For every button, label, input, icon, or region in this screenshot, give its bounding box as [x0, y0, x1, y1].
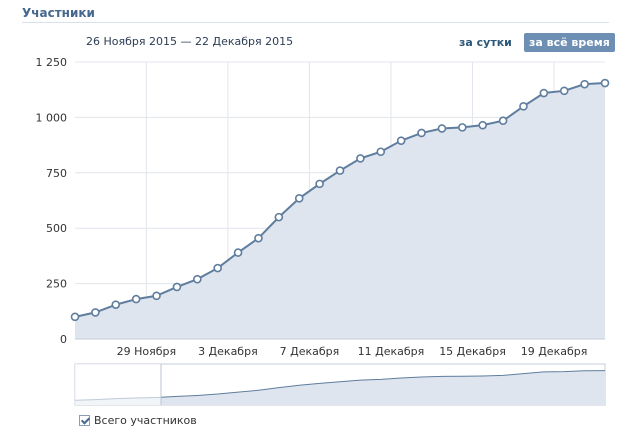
data-point[interactable]: [580, 79, 589, 89]
data-point[interactable]: [70, 312, 80, 322]
navigator-area: [75, 370, 605, 404]
data-point[interactable]: [498, 116, 508, 126]
x-tick-label: 29 Ноября: [117, 345, 177, 358]
data-point[interactable]: [274, 212, 284, 222]
y-tick-label: 0: [60, 333, 67, 346]
x-tick-label: 15 Декабря: [439, 345, 506, 358]
data-point[interactable]: [254, 233, 263, 243]
series-area: [75, 83, 605, 339]
x-tick-label: 3 Декабря: [198, 345, 258, 358]
data-point[interactable]: [458, 123, 467, 132]
date-range: 26 Ноября 2015 — 22 Декабря 2015: [86, 35, 294, 48]
data-point[interactable]: [91, 308, 100, 317]
y-tick-label: 750: [46, 167, 67, 180]
data-point[interactable]: [193, 274, 202, 284]
title-divider: [22, 22, 609, 23]
y-tick-label: 250: [46, 278, 67, 291]
legend[interactable]: Всего участников: [79, 414, 197, 427]
data-point[interactable]: [335, 166, 345, 175]
x-tick-label: 19 Декабря: [521, 345, 588, 358]
period-day-button[interactable]: за сутки: [459, 36, 512, 49]
data-point[interactable]: [437, 124, 447, 133]
data-point[interactable]: [356, 154, 365, 163]
data-point[interactable]: [152, 291, 161, 301]
data-point[interactable]: [172, 282, 182, 292]
page-title: Участники: [22, 6, 95, 20]
data-point[interactable]: [294, 193, 304, 203]
data-point[interactable]: [600, 78, 610, 88]
data-point[interactable]: [111, 300, 121, 309]
data-point[interactable]: [213, 263, 222, 273]
data-point[interactable]: [315, 179, 324, 189]
data-point[interactable]: [559, 86, 569, 96]
legend-checkbox[interactable]: [79, 415, 90, 426]
data-point[interactable]: [539, 88, 549, 98]
y-tick-label: 1 000: [36, 111, 68, 124]
period-all-time-button[interactable]: за всё время: [524, 33, 615, 52]
data-point[interactable]: [478, 120, 487, 130]
y-tick-label: 500: [46, 222, 67, 235]
x-tick-label: 7 Декабря: [280, 345, 340, 358]
legend-label: Всего участников: [94, 414, 197, 427]
x-tick-label: 11 Декабря: [358, 345, 425, 358]
navigator-shade: [75, 364, 161, 405]
data-point[interactable]: [233, 248, 243, 257]
data-point[interactable]: [131, 294, 141, 304]
data-point[interactable]: [376, 147, 386, 157]
data-point[interactable]: [417, 128, 426, 138]
data-point[interactable]: [519, 102, 528, 111]
navigator-line: [74, 370, 606, 401]
data-point[interactable]: [396, 136, 406, 145]
y-tick-label: 1 250: [36, 56, 68, 69]
